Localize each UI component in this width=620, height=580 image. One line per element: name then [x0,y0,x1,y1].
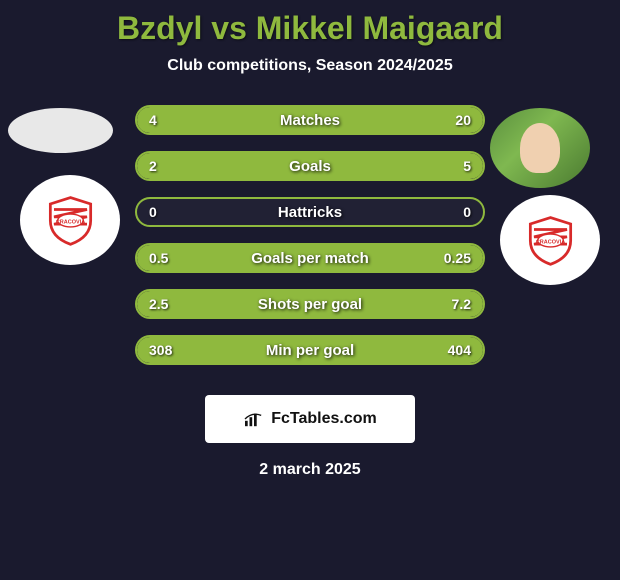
page-title: Bzdyl vs Mikkel Maigaard [0,10,620,47]
bar-chart-icon [243,410,265,428]
stat-label: Goals [137,158,483,175]
stat-label: Shots per goal [137,296,483,313]
svg-text:CRACOVIA: CRACOVIA [55,219,84,225]
source-badge: FcTables.com [205,395,415,443]
stat-label: Min per goal [137,342,483,359]
stat-label: Matches [137,112,483,129]
player-left-club-logo: CRACOVIA [20,175,120,265]
stat-row: 25Goals [135,151,485,181]
stat-row: 0.50.25Goals per match [135,243,485,273]
date-label: 2 march 2025 [0,461,620,479]
player-left-avatar [8,108,113,153]
stats-list: 420Matches 25Goals 00Hattricks 0.50.25Goals… [135,105,485,381]
source-label: FcTables.com [271,410,377,428]
svg-text:CRACOVIA: CRACOVIA [535,239,564,245]
player-right-club-logo: CRACOVIA [500,195,600,285]
stat-row: 2.57.2Shots per goal [135,289,485,319]
club-shield-icon: CRACOVIA [43,193,98,248]
player-right-avatar [490,108,590,188]
subtitle: Club competitions, Season 2024/2025 [0,57,620,75]
comparison-area: CRACOVIA CRACOVIA 420Matches 25Goals 00Hat… [0,100,620,380]
club-shield-icon: CRACOVIA [523,213,578,268]
comparison-card: Bzdyl vs Mikkel Maigaard Club competitio… [0,0,620,489]
stat-row: 00Hattricks [135,197,485,227]
stat-label: Hattricks [137,204,483,221]
stat-label: Goals per match [137,250,483,267]
stat-row: 308404Min per goal [135,335,485,365]
stat-row: 420Matches [135,105,485,135]
